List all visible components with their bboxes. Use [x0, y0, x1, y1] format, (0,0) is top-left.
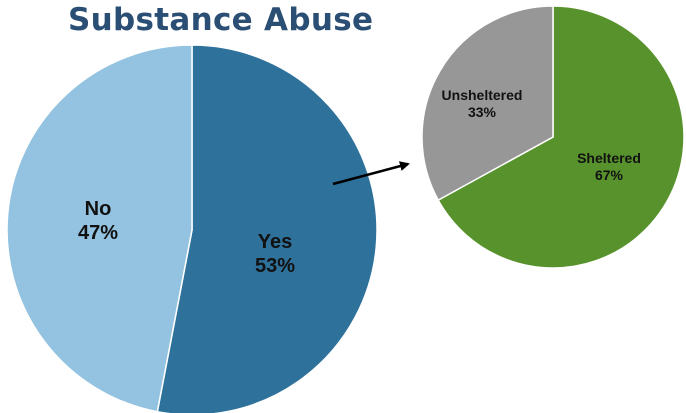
slice-label-yes: Yes — [258, 231, 292, 253]
slice-label-unsheltered: Unsheltered — [442, 87, 523, 103]
pie-slice-yes — [156, 44, 378, 413]
slice-label-sheltered: Sheltered — [577, 150, 641, 166]
slice-percent-sheltered: 67% — [595, 167, 624, 183]
slice-percent-unsheltered: 33% — [468, 104, 497, 120]
slice-percent-no: 47% — [78, 222, 118, 244]
chart-title: Substance Abuse — [68, 2, 374, 38]
slice-percent-yes: 53% — [255, 255, 295, 277]
pie-slice-no — [6, 44, 193, 413]
slice-label-no: No — [85, 198, 112, 220]
connector-arrow — [332, 161, 410, 186]
pie-slice-sheltered — [437, 5, 685, 269]
pie-slice-unsheltered — [421, 5, 554, 202]
